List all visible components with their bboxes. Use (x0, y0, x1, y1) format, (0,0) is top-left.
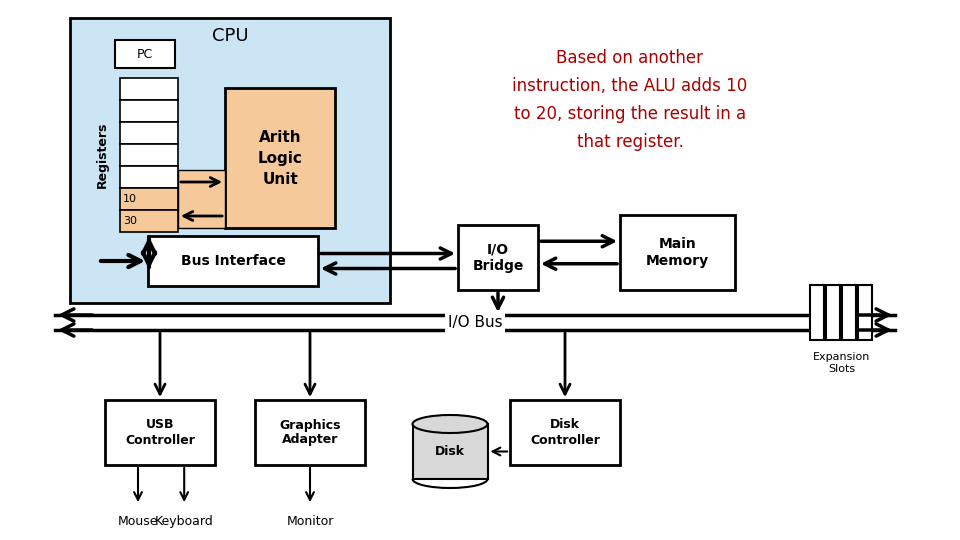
Text: Registers: Registers (95, 122, 108, 188)
Text: Arith
Logic
Unit: Arith Logic Unit (257, 130, 302, 186)
Text: Keyboard: Keyboard (155, 515, 213, 528)
Text: Graphics
Adapter: Graphics Adapter (279, 418, 341, 447)
Bar (120, 122, 178, 144)
Bar (842, 285, 856, 340)
Text: Bus Interface: Bus Interface (180, 254, 285, 268)
Text: Disk
Controller: Disk Controller (530, 418, 600, 447)
Bar (810, 285, 824, 340)
Bar (510, 400, 620, 465)
Bar (120, 188, 178, 210)
Text: Based on another
instruction, the ALU adds 10
to 20, storing the result in a
tha: Based on another instruction, the ALU ad… (513, 49, 748, 151)
Bar (858, 285, 872, 340)
Bar (70, 18, 390, 303)
Text: USB
Controller: USB Controller (125, 418, 195, 447)
Bar (105, 400, 215, 465)
Text: Main
Memory: Main Memory (646, 238, 709, 268)
Text: Monitor: Monitor (286, 515, 334, 528)
Bar (620, 215, 735, 290)
Polygon shape (178, 170, 225, 228)
Bar (120, 100, 178, 122)
Bar (413, 424, 488, 479)
Text: Expansion
Slots: Expansion Slots (813, 352, 871, 374)
Text: I/O Bus: I/O Bus (447, 315, 502, 330)
Text: CPU: CPU (212, 27, 249, 45)
Bar (120, 166, 178, 188)
Bar (255, 400, 365, 465)
Text: I/O
Bridge: I/O Bridge (472, 242, 524, 273)
Bar (225, 88, 335, 228)
Bar (148, 236, 318, 286)
Text: Disk: Disk (435, 445, 465, 458)
Text: PC: PC (137, 48, 154, 60)
Text: Mouse: Mouse (118, 515, 158, 528)
Text: 10: 10 (123, 194, 137, 204)
Bar (120, 78, 178, 100)
Text: 30: 30 (123, 216, 137, 226)
Ellipse shape (413, 415, 488, 433)
Bar (120, 144, 178, 166)
Bar (115, 40, 175, 68)
Bar (120, 210, 178, 232)
Bar (826, 285, 840, 340)
Bar (458, 225, 538, 290)
